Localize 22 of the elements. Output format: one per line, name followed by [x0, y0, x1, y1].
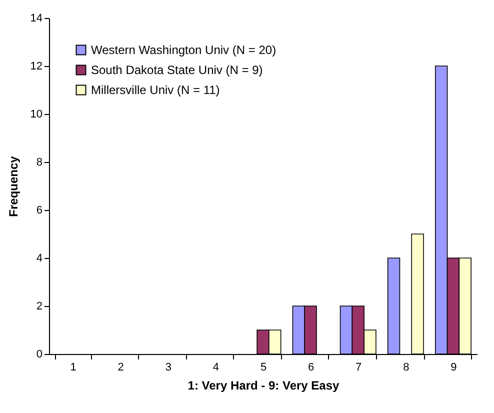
y-tick-label: 8: [36, 156, 42, 168]
x-tick-label: 4: [212, 362, 220, 374]
legend-label: Millersville Univ (N = 11): [91, 83, 220, 97]
x-tick-label: 9: [450, 362, 457, 374]
x-tick-label: 5: [260, 362, 267, 374]
y-tick-label: 0: [36, 348, 42, 360]
legend-label: Western Washington Univ (N = 20): [91, 43, 276, 57]
x-axis-title: 1: Very Hard - 9: Very Easy: [188, 378, 340, 392]
x-tick-label: 8: [403, 362, 410, 374]
y-tick-label: 12: [30, 60, 42, 72]
x-tick-label: 3: [165, 362, 172, 374]
y-axis-title: Frequency: [6, 156, 20, 217]
y-tick-label: 14: [30, 12, 42, 24]
legend-label: South Dakota State Univ (N = 9): [91, 63, 263, 77]
y-tick-label: 2: [36, 300, 42, 312]
y-tick-label: 10: [30, 108, 42, 120]
y-tick-label: 6: [36, 204, 42, 216]
x-tick-label: 7: [356, 362, 362, 374]
x-tick-label: 2: [118, 362, 124, 374]
x-tick-label: 6: [308, 362, 314, 374]
y-tick-label: 4: [36, 252, 42, 264]
x-tick-label: 1: [70, 362, 76, 374]
